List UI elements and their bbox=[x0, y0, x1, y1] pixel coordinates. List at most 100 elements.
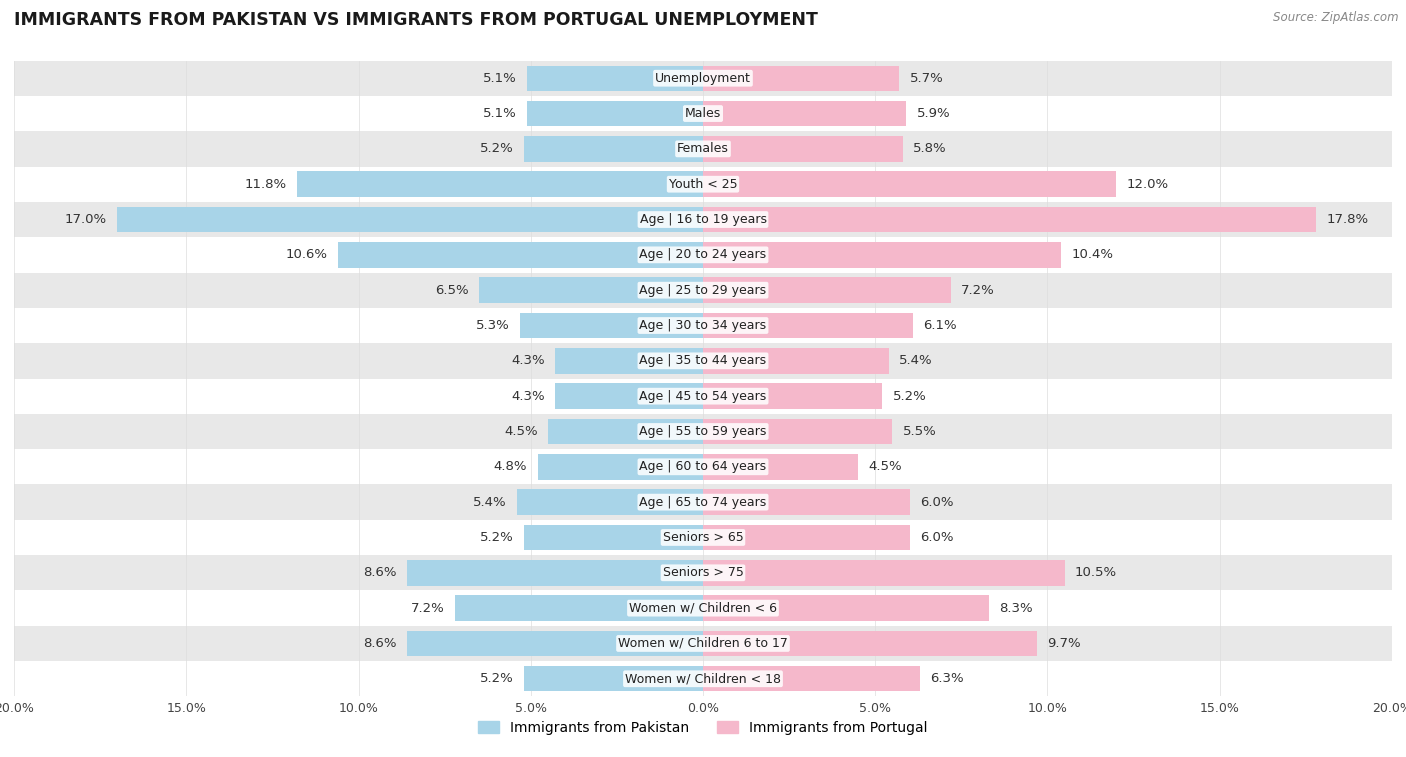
Text: 5.2%: 5.2% bbox=[893, 390, 927, 403]
Bar bbox=[703, 172, 1116, 197]
Text: 8.6%: 8.6% bbox=[363, 566, 396, 579]
Text: 6.3%: 6.3% bbox=[931, 672, 965, 685]
Bar bbox=[703, 525, 910, 550]
Text: 7.2%: 7.2% bbox=[411, 602, 444, 615]
Bar bbox=[703, 101, 907, 126]
Text: Source: ZipAtlas.com: Source: ZipAtlas.com bbox=[1274, 11, 1399, 24]
Bar bbox=[520, 313, 703, 338]
Text: Age | 20 to 24 years: Age | 20 to 24 years bbox=[640, 248, 766, 261]
Bar bbox=[537, 454, 703, 479]
Bar bbox=[14, 661, 1392, 696]
Bar bbox=[703, 207, 1316, 232]
Text: 4.8%: 4.8% bbox=[494, 460, 527, 473]
Text: 17.8%: 17.8% bbox=[1326, 213, 1368, 226]
Text: Age | 55 to 59 years: Age | 55 to 59 years bbox=[640, 425, 766, 438]
Text: 11.8%: 11.8% bbox=[245, 178, 287, 191]
Text: Age | 65 to 74 years: Age | 65 to 74 years bbox=[640, 496, 766, 509]
Bar bbox=[14, 96, 1392, 131]
Bar bbox=[524, 136, 703, 161]
Text: 6.0%: 6.0% bbox=[920, 531, 953, 544]
Text: Seniors > 75: Seniors > 75 bbox=[662, 566, 744, 579]
Bar bbox=[406, 631, 703, 656]
Bar bbox=[14, 449, 1392, 484]
Bar bbox=[14, 590, 1392, 626]
Text: Youth < 25: Youth < 25 bbox=[669, 178, 737, 191]
Bar bbox=[703, 596, 988, 621]
Text: Unemployment: Unemployment bbox=[655, 72, 751, 85]
Bar bbox=[517, 490, 703, 515]
Bar bbox=[14, 484, 1392, 520]
Text: 5.4%: 5.4% bbox=[900, 354, 934, 367]
Text: 5.2%: 5.2% bbox=[479, 531, 513, 544]
Bar bbox=[14, 308, 1392, 343]
Text: 6.5%: 6.5% bbox=[434, 284, 468, 297]
Bar bbox=[14, 237, 1392, 273]
Text: Age | 35 to 44 years: Age | 35 to 44 years bbox=[640, 354, 766, 367]
Bar bbox=[703, 631, 1038, 656]
Text: 7.2%: 7.2% bbox=[962, 284, 995, 297]
Bar bbox=[703, 348, 889, 373]
Text: 4.3%: 4.3% bbox=[510, 390, 544, 403]
Bar bbox=[703, 490, 910, 515]
Text: Seniors > 65: Seniors > 65 bbox=[662, 531, 744, 544]
Text: Females: Females bbox=[678, 142, 728, 155]
Text: 5.3%: 5.3% bbox=[477, 319, 510, 332]
Text: 6.1%: 6.1% bbox=[924, 319, 957, 332]
Bar bbox=[703, 242, 1062, 267]
Bar bbox=[703, 313, 912, 338]
Bar bbox=[14, 61, 1392, 96]
Text: Males: Males bbox=[685, 107, 721, 120]
Text: IMMIGRANTS FROM PAKISTAN VS IMMIGRANTS FROM PORTUGAL UNEMPLOYMENT: IMMIGRANTS FROM PAKISTAN VS IMMIGRANTS F… bbox=[14, 11, 818, 30]
Bar bbox=[548, 419, 703, 444]
Text: 10.5%: 10.5% bbox=[1076, 566, 1118, 579]
Text: 5.7%: 5.7% bbox=[910, 72, 943, 85]
Bar bbox=[703, 419, 893, 444]
Text: Women w/ Children 6 to 17: Women w/ Children 6 to 17 bbox=[619, 637, 787, 650]
Text: 4.5%: 4.5% bbox=[869, 460, 903, 473]
Text: 5.2%: 5.2% bbox=[479, 142, 513, 155]
Bar bbox=[703, 278, 950, 303]
Text: 5.8%: 5.8% bbox=[912, 142, 946, 155]
Bar bbox=[14, 520, 1392, 555]
Bar bbox=[14, 273, 1392, 308]
Text: 5.1%: 5.1% bbox=[484, 107, 517, 120]
Text: Age | 60 to 64 years: Age | 60 to 64 years bbox=[640, 460, 766, 473]
Text: 5.9%: 5.9% bbox=[917, 107, 950, 120]
Text: 4.5%: 4.5% bbox=[503, 425, 537, 438]
Bar bbox=[703, 384, 882, 409]
Bar bbox=[456, 596, 703, 621]
Bar bbox=[337, 242, 703, 267]
Text: 17.0%: 17.0% bbox=[65, 213, 107, 226]
Bar bbox=[703, 560, 1064, 585]
Text: Age | 45 to 54 years: Age | 45 to 54 years bbox=[640, 390, 766, 403]
Text: Women w/ Children < 6: Women w/ Children < 6 bbox=[628, 602, 778, 615]
Bar bbox=[14, 167, 1392, 202]
Text: 10.4%: 10.4% bbox=[1071, 248, 1114, 261]
Bar bbox=[555, 384, 703, 409]
Bar bbox=[297, 172, 703, 197]
Text: Age | 30 to 34 years: Age | 30 to 34 years bbox=[640, 319, 766, 332]
Bar bbox=[14, 343, 1392, 378]
Text: 8.3%: 8.3% bbox=[1000, 602, 1033, 615]
Bar bbox=[14, 202, 1392, 237]
Bar bbox=[524, 666, 703, 691]
Bar bbox=[703, 136, 903, 161]
Bar bbox=[527, 101, 703, 126]
Bar bbox=[14, 414, 1392, 449]
Text: 5.1%: 5.1% bbox=[484, 72, 517, 85]
Text: 9.7%: 9.7% bbox=[1047, 637, 1081, 650]
Bar bbox=[117, 207, 703, 232]
Text: 6.0%: 6.0% bbox=[920, 496, 953, 509]
Legend: Immigrants from Pakistan, Immigrants from Portugal: Immigrants from Pakistan, Immigrants fro… bbox=[472, 715, 934, 740]
Text: 8.6%: 8.6% bbox=[363, 637, 396, 650]
Bar bbox=[703, 66, 900, 91]
Bar bbox=[14, 378, 1392, 414]
Bar bbox=[524, 525, 703, 550]
Bar bbox=[703, 666, 920, 691]
Text: 12.0%: 12.0% bbox=[1126, 178, 1168, 191]
Bar bbox=[406, 560, 703, 585]
Text: 10.6%: 10.6% bbox=[285, 248, 328, 261]
Text: 5.2%: 5.2% bbox=[479, 672, 513, 685]
Bar bbox=[479, 278, 703, 303]
Bar bbox=[703, 454, 858, 479]
